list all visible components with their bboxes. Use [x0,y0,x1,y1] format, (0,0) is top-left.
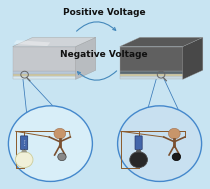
Polygon shape [183,37,203,79]
FancyBboxPatch shape [135,136,142,149]
Polygon shape [120,77,183,79]
Polygon shape [120,37,203,46]
FancyBboxPatch shape [21,136,28,149]
Circle shape [58,153,66,161]
Polygon shape [120,46,183,71]
Polygon shape [76,37,96,79]
Polygon shape [13,46,76,71]
Polygon shape [13,71,76,74]
Polygon shape [13,74,76,77]
Circle shape [8,106,92,181]
Polygon shape [13,77,76,79]
Circle shape [172,153,181,161]
Circle shape [54,128,66,139]
Circle shape [118,106,202,181]
Polygon shape [14,40,50,46]
Text: Negative Voltage: Negative Voltage [60,50,148,59]
Circle shape [130,152,147,168]
Polygon shape [21,150,27,152]
Text: C
l
i
c
k: C l i c k [23,140,25,146]
Polygon shape [136,150,142,152]
Polygon shape [120,71,183,74]
Polygon shape [120,74,183,77]
Text: Positive Voltage: Positive Voltage [63,8,145,17]
Polygon shape [13,37,96,46]
Circle shape [168,128,180,139]
Circle shape [15,152,33,168]
